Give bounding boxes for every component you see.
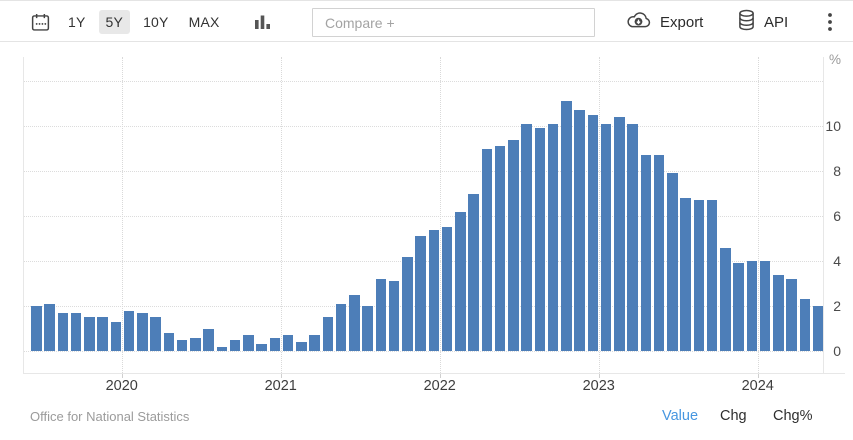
range-max-button[interactable]: MAX [188, 14, 220, 30]
bar[interactable] [706, 200, 718, 351]
bar[interactable] [600, 123, 612, 351]
bar[interactable] [640, 155, 651, 351]
bar[interactable] [362, 306, 373, 351]
bar[interactable] [203, 328, 214, 351]
bar[interactable] [110, 321, 121, 351]
bars-layer [0, 42, 853, 440]
bar[interactable] [229, 339, 241, 351]
bar[interactable] [415, 236, 426, 351]
bar[interactable] [296, 342, 307, 351]
bar[interactable] [282, 335, 294, 351]
range-10y-button[interactable]: 10Y [143, 14, 169, 30]
bar[interactable] [428, 229, 439, 351]
bar[interactable] [614, 117, 625, 351]
bar[interactable] [680, 198, 691, 351]
bar[interactable] [773, 274, 784, 351]
bar[interactable] [574, 110, 585, 351]
bar[interactable] [561, 101, 572, 351]
y-gridline [23, 126, 823, 127]
x-gridline [280, 57, 282, 373]
cloud-download-icon [625, 10, 652, 35]
bar[interactable] [759, 261, 771, 351]
bar[interactable] [375, 279, 386, 351]
bar[interactable] [481, 148, 492, 351]
bar[interactable] [243, 335, 254, 351]
bar[interactable] [627, 123, 638, 351]
bar[interactable] [494, 146, 506, 351]
bar[interactable] [812, 306, 824, 351]
x-gridline [757, 57, 759, 373]
bar[interactable] [441, 227, 453, 351]
bar[interactable] [137, 312, 148, 351]
y-gridline [23, 81, 823, 82]
bar[interactable] [335, 303, 347, 351]
footer-tab-value[interactable]: Value [662, 408, 699, 424]
bar[interactable] [402, 256, 413, 351]
bar[interactable] [216, 346, 227, 351]
bar[interactable] [44, 303, 55, 351]
bar[interactable] [176, 339, 188, 351]
more-menu-button[interactable] [827, 1, 833, 43]
bar-chart-icon [254, 12, 271, 32]
x-gridline [598, 57, 600, 373]
calendar-icon [30, 12, 51, 33]
bar[interactable] [256, 344, 267, 351]
bar[interactable] [521, 123, 532, 351]
api-label: API [764, 13, 789, 31]
y-gridline [23, 351, 823, 352]
bar[interactable] [269, 337, 280, 351]
bar[interactable] [309, 335, 320, 351]
chart-type-button[interactable] [254, 1, 271, 43]
bar[interactable] [799, 299, 810, 351]
kebab-menu-icon [827, 11, 833, 33]
bar[interactable] [388, 281, 400, 351]
bar[interactable] [163, 333, 174, 351]
chart-area: 2020 2021 2022 2023 2024 0 2 4 6 8 10% [0, 42, 853, 440]
bar[interactable] [786, 279, 797, 351]
bar[interactable] [667, 173, 678, 351]
x-gridline [121, 57, 123, 373]
bar[interactable] [322, 317, 333, 351]
api-button[interactable]: API [737, 1, 788, 43]
footer-tab-chg[interactable]: Chg [720, 408, 747, 424]
range-5y-button[interactable]: 5Y [98, 10, 131, 34]
calendar-button[interactable] [30, 1, 51, 43]
bar[interactable] [349, 294, 360, 351]
bar[interactable] [720, 247, 731, 351]
bar[interactable] [468, 193, 479, 351]
y-gridline [23, 171, 823, 172]
range-1y-button[interactable]: 1Y [68, 14, 86, 30]
bar[interactable] [733, 263, 744, 351]
bar[interactable] [70, 312, 82, 351]
bar[interactable] [31, 306, 42, 351]
toolbar: 1Y 5Y 10Y MAX Export [0, 0, 853, 42]
range-selector: 1Y 5Y 10Y MAX [61, 1, 227, 43]
y-gridline [23, 216, 823, 217]
footer-tab-chgpct[interactable]: Chg% [773, 408, 813, 424]
bar[interactable] [508, 139, 519, 351]
bar[interactable] [123, 310, 135, 351]
bar[interactable] [693, 200, 704, 351]
database-icon [737, 9, 756, 36]
export-label: Export [660, 13, 704, 31]
bar[interactable] [587, 114, 598, 351]
bar[interactable] [653, 155, 665, 351]
bar[interactable] [57, 312, 68, 351]
export-button[interactable]: Export [625, 1, 703, 43]
bar[interactable] [84, 317, 95, 351]
bar[interactable] [190, 337, 201, 351]
bar[interactable] [150, 317, 161, 351]
source-link[interactable]: Office for National Statistics [30, 409, 190, 424]
bar[interactable] [746, 261, 757, 351]
compare-input[interactable] [312, 8, 595, 37]
x-gridline [439, 57, 441, 373]
bar[interactable] [97, 317, 108, 351]
bar[interactable] [455, 211, 466, 351]
bar[interactable] [534, 128, 545, 351]
bar[interactable] [547, 123, 559, 351]
